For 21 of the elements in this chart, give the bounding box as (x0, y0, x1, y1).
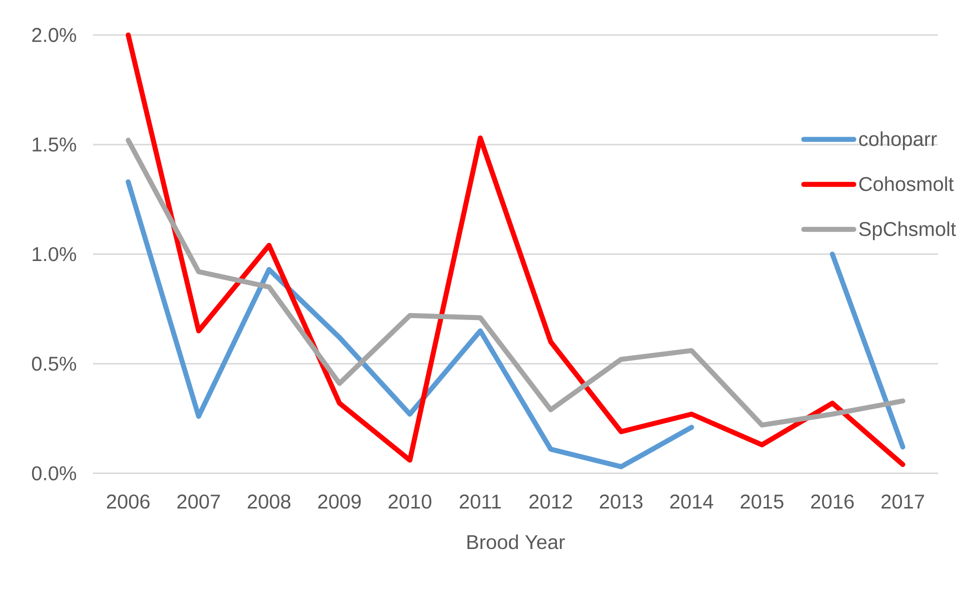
y-tick-label: 0.5% (32, 356, 76, 371)
x-tick-label: 2011 (460, 494, 501, 509)
legend-label: Cohosmolt (859, 176, 954, 192)
legend-label: SpChsmolt (859, 221, 956, 240)
x-tick-label: 2017 (882, 494, 924, 509)
x-tick-label: 2010 (388, 494, 432, 509)
y-tick-label: 1.0% (32, 247, 76, 262)
x-tick-label: 2008 (248, 494, 290, 509)
x-axis-title: Brood Year (467, 534, 565, 550)
y-tick-label: 0.0% (32, 466, 76, 480)
x-tick-label: 2014 (670, 494, 714, 509)
x-tick-label: 2007 (177, 494, 220, 509)
x-tick-label: 2006 (106, 494, 150, 509)
x-tick-label: 2009 (318, 494, 361, 509)
x-tick-label: 2012 (529, 494, 572, 509)
x-tick-label: 2015 (740, 494, 784, 509)
y-tick-label: 2.0% (32, 28, 76, 42)
y-tick-label: 1.5% (32, 138, 76, 152)
legend-label: cohoparr (859, 131, 937, 150)
x-tick-label: 2013 (600, 494, 642, 509)
x-tick-label: 2016 (811, 494, 854, 509)
